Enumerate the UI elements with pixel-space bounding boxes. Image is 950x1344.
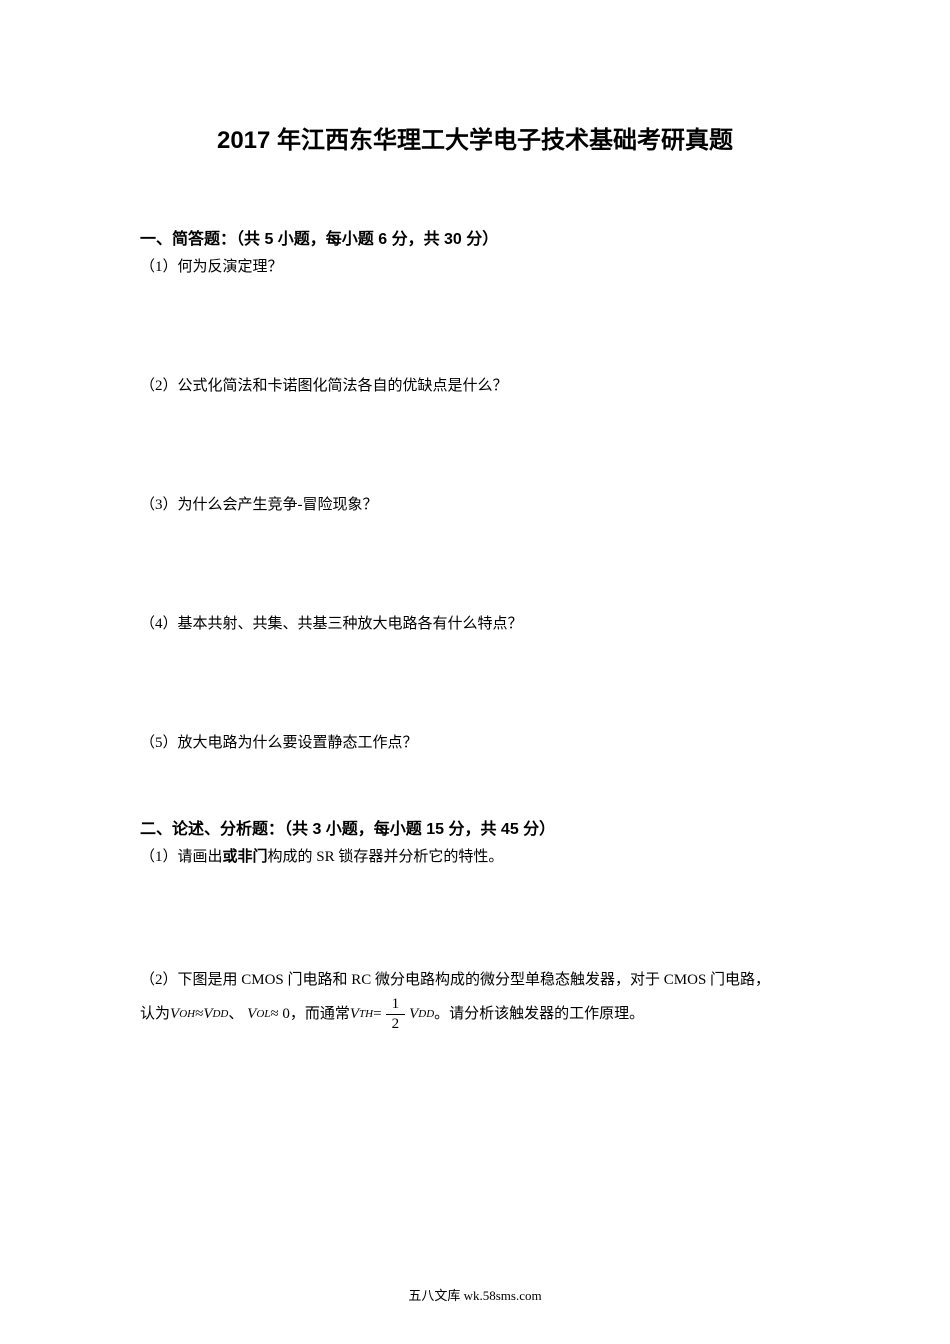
approx-2: ≈ 0 [270, 998, 289, 1031]
section-2-header: 二、论述、分析题：（共 3 小题，每小题 15 分，共 45 分） [140, 815, 810, 839]
section-1-question-2: （2）公式化简法和卡诺图化简法各自的优缺点是什么？ [140, 374, 810, 398]
q1-bold-term: 或非门 [223, 848, 268, 865]
equals: = [373, 998, 381, 1031]
q2-prefix: 认为 [140, 998, 170, 1031]
vdd2-var: V [409, 998, 418, 1031]
document-title: 2017 年江西东华理工大学电子技术基础考研真题 [140, 120, 810, 155]
section-1-question-4: （4）基本共射、共集、共基三种放大电路各有什么特点？ [140, 612, 810, 636]
voh-sub: OH [179, 1002, 195, 1026]
approx-1: ≈ [195, 998, 203, 1031]
fraction-half: 1 2 [386, 997, 406, 1032]
vdd2-sub: DD [418, 1002, 434, 1026]
vth-var: V [350, 998, 359, 1031]
voh-var: V [170, 998, 179, 1031]
q1-prefix: （1）请画出 [140, 849, 223, 865]
formula-vth: VTH = 1 2 VDD [350, 997, 434, 1032]
section-2-question-2: （2）下图是用 CMOS 门电路和 RC 微分电路构成的微分型单稳态触发器，对于… [140, 964, 810, 1032]
section-1-question-1: （1）何为反演定理？ [140, 255, 810, 279]
fraction-numerator: 1 [386, 997, 406, 1015]
section-1-question-3: （3）为什么会产生竞争-冒险现象？ [140, 493, 810, 517]
vdd-sub: DD [212, 1002, 228, 1026]
vol-var: V [247, 998, 256, 1031]
q2-line-1: （2）下图是用 CMOS 门电路和 RC 微分电路构成的微分型单稳态触发器，对于… [140, 964, 810, 997]
section-1-header: 一、简答题：（共 5 小题，每小题 6 分，共 30 分） [140, 225, 810, 249]
q2-mid-1: 、 [228, 998, 243, 1031]
formula-voh: VOH ≈ VDD [170, 998, 228, 1031]
page-footer: 五八文库 wk.58sms.com [0, 1285, 950, 1304]
q1-suffix: 构成的 SR 锁存器并分析它的特性。 [268, 849, 504, 865]
section-1-question-5: （5）放大电路为什么要设置静态工作点？ [140, 731, 810, 755]
q2-mid-2: ，而通常 [290, 998, 350, 1031]
vol-sub: OL [256, 1002, 270, 1026]
formula-vol: VOL ≈ 0 [243, 998, 289, 1031]
fraction-denominator: 2 [386, 1015, 406, 1032]
vth-sub: TH [359, 1002, 373, 1026]
section-2-question-1: （1）请画出或非门构成的 SR 锁存器并分析它的特性。 [140, 845, 810, 869]
q2-formula-line: 认为 VOH ≈ VDD 、 VOL ≈ 0 ，而通常 VTH = 1 2 VD… [140, 997, 810, 1032]
q2-suffix: 。请分析该触发器的工作原理。 [434, 998, 644, 1031]
